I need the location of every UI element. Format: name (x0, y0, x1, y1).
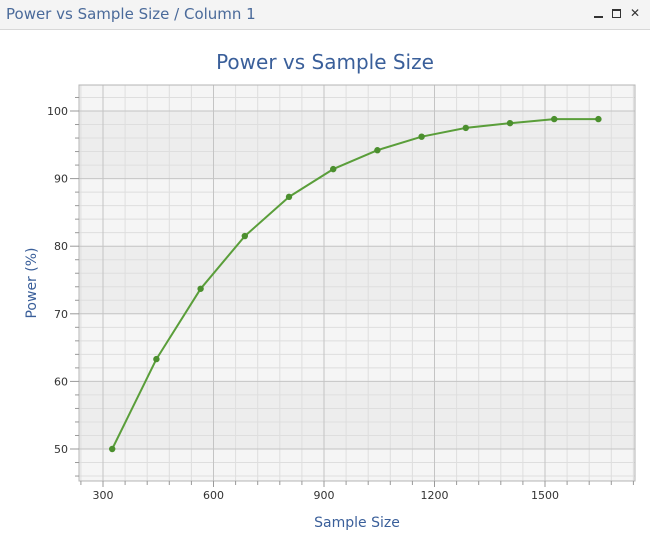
data-point-marker[interactable] (153, 355, 160, 363)
data-point-marker[interactable] (462, 124, 470, 132)
data-point-marker[interactable] (109, 445, 116, 453)
y-tick-label: 60 (54, 375, 68, 388)
data-point-marker[interactable] (595, 115, 602, 123)
window-title: Power vs Sample Size / Column 1 (6, 5, 256, 23)
x-tick-label: 900 (314, 489, 335, 502)
maximize-icon[interactable] (612, 7, 622, 19)
y-tick-label: 90 (54, 173, 68, 186)
data-point-marker[interactable] (241, 232, 249, 240)
axes: 50 60 70 80 90 100 300 600 900 1200 1500 (47, 84, 636, 502)
y-tick-label: 70 (54, 308, 68, 321)
data-point-marker[interactable] (285, 193, 293, 201)
y-tick-label: 50 (54, 443, 68, 456)
y-tick-label: 80 (54, 240, 68, 253)
x-tick-label: 300 (93, 489, 114, 502)
data-point-marker[interactable] (418, 133, 425, 140)
plot-area (79, 85, 635, 481)
close-icon[interactable]: ✕ (630, 6, 641, 20)
window-titlebar: Power vs Sample Size / Column 1 ✕ (0, 0, 650, 30)
grid-lines (79, 85, 635, 481)
data-series (109, 115, 602, 453)
x-axis-label: Sample Size (314, 515, 400, 531)
x-tick-label: 600 (203, 489, 224, 502)
y-tick-label: 100 (47, 105, 68, 118)
x-tick-label: 1200 (421, 489, 449, 502)
data-point-marker[interactable] (551, 115, 558, 123)
data-point-marker[interactable] (197, 285, 204, 292)
series-line (111, 118, 599, 450)
data-point-marker[interactable] (506, 119, 514, 127)
data-point-marker[interactable] (374, 147, 381, 154)
minimize-icon[interactable] (594, 7, 604, 19)
y-axis-label: Power (%) (24, 247, 40, 318)
chart-title: Power vs Sample Size (216, 50, 434, 74)
window-controls: ✕ (594, 7, 640, 19)
data-point-marker[interactable] (330, 165, 337, 173)
x-tick-label: 1500 (531, 489, 559, 502)
